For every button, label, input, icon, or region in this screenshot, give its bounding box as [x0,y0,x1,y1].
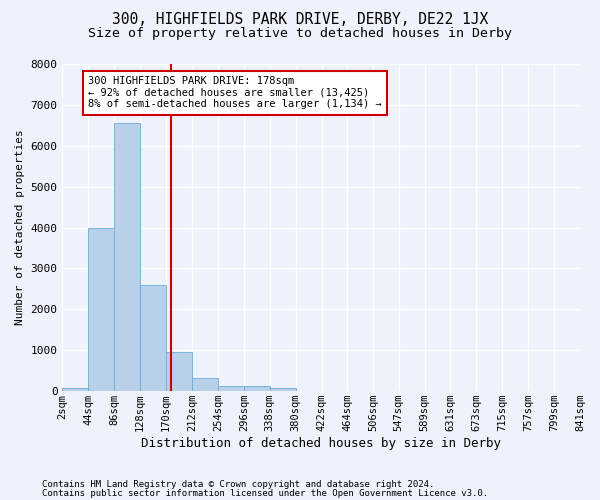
Text: 300 HIGHFIELDS PARK DRIVE: 178sqm
← 92% of detached houses are smaller (13,425)
: 300 HIGHFIELDS PARK DRIVE: 178sqm ← 92% … [88,76,382,110]
Bar [244,386,269,391]
Bar [192,378,218,391]
Bar [62,388,88,391]
Bar [114,124,140,391]
Text: 300, HIGHFIELDS PARK DRIVE, DERBY, DE22 1JX: 300, HIGHFIELDS PARK DRIVE, DERBY, DE22 … [112,12,488,28]
Bar [269,388,296,391]
Y-axis label: Number of detached properties: Number of detached properties [15,130,25,326]
Bar [166,352,192,391]
Bar [88,228,114,391]
Text: Size of property relative to detached houses in Derby: Size of property relative to detached ho… [88,28,512,40]
Text: Contains public sector information licensed under the Open Government Licence v3: Contains public sector information licen… [42,489,488,498]
Bar [140,285,166,391]
Bar [218,386,244,391]
Text: Contains HM Land Registry data © Crown copyright and database right 2024.: Contains HM Land Registry data © Crown c… [42,480,434,489]
X-axis label: Distribution of detached houses by size in Derby: Distribution of detached houses by size … [141,437,501,450]
